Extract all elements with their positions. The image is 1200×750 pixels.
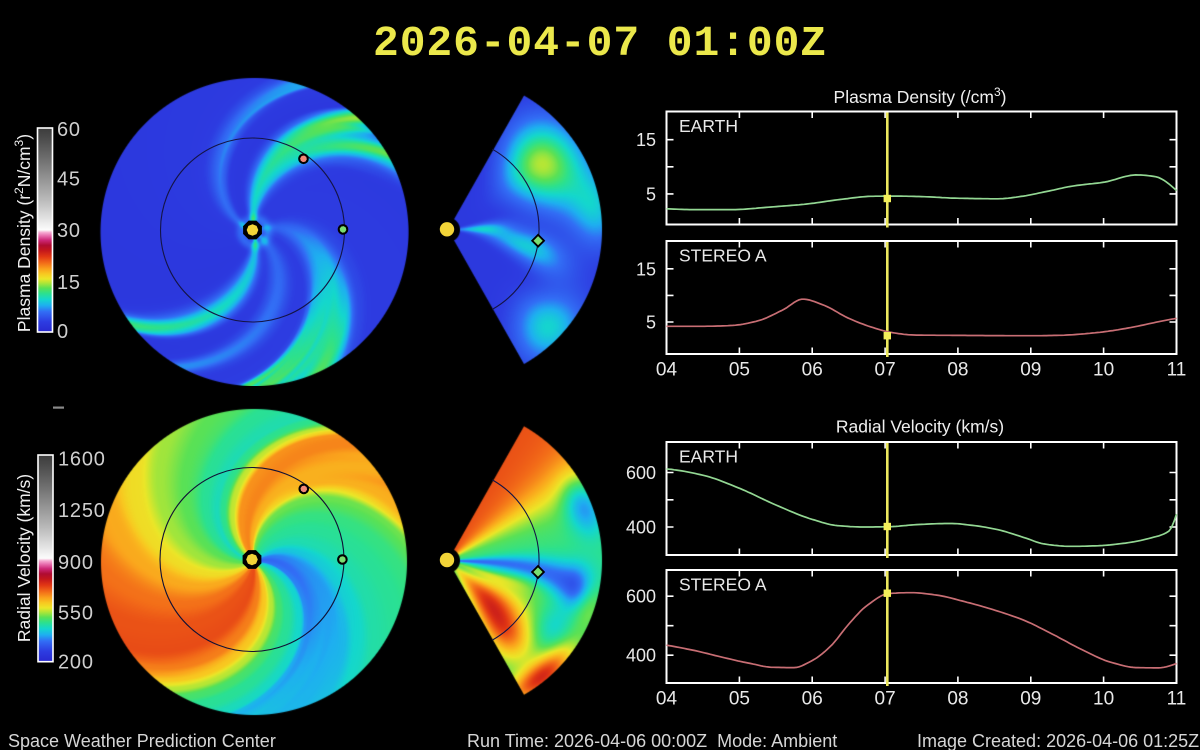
svg-text:Run Time: 2026-04-06 00:00Z M: Run Time: 2026-04-06 00:00Z Mode: Ambien…: [467, 731, 837, 750]
svg-text:10: 10: [1093, 360, 1114, 381]
svg-text:60: 60: [57, 119, 81, 141]
svg-text:0: 0: [57, 321, 69, 343]
svg-text:09: 09: [1020, 689, 1041, 710]
svg-text:EARTH: EARTH: [679, 116, 738, 136]
svg-text:15: 15: [636, 259, 656, 279]
svg-text:30: 30: [57, 220, 81, 242]
svg-text:15: 15: [636, 130, 656, 150]
svg-text:05: 05: [729, 689, 750, 710]
svg-text:Plasma Density (/cm3): Plasma Density (/cm3): [834, 85, 1007, 107]
svg-text:11: 11: [1167, 360, 1187, 381]
svg-text:200: 200: [58, 652, 94, 674]
svg-text:07: 07: [875, 689, 896, 710]
svg-text:Radial Velocity (km/s): Radial Velocity (km/s): [836, 417, 1004, 437]
svg-text:Radial Velocity (km/s): Radial Velocity (km/s): [14, 474, 34, 642]
svg-text:STEREO A: STEREO A: [679, 245, 767, 265]
svg-text:1250: 1250: [58, 500, 106, 522]
svg-text:05: 05: [729, 360, 750, 381]
svg-text:Space Weather Prediction Cente: Space Weather Prediction Center: [8, 731, 276, 750]
svg-text:06: 06: [802, 689, 823, 710]
svg-text:400: 400: [626, 518, 656, 538]
svg-text:5: 5: [646, 313, 656, 333]
svg-text:STEREO A: STEREO A: [679, 574, 767, 594]
svg-text:550: 550: [58, 603, 94, 625]
svg-text:600: 600: [626, 463, 656, 483]
svg-text:08: 08: [947, 360, 968, 381]
svg-text:09: 09: [1020, 360, 1041, 381]
svg-text:600: 600: [626, 587, 656, 607]
svg-text:15: 15: [57, 272, 81, 294]
svg-text:07: 07: [875, 360, 896, 381]
svg-text:Image Created: 2026-04-06 01:2: Image Created: 2026-04-06 01:25Z: [917, 731, 1199, 750]
svg-text:Plasma Density (r2N/cm3): Plasma Density (r2N/cm3): [12, 134, 34, 332]
svg-text:08: 08: [947, 689, 968, 710]
svg-text:1600: 1600: [58, 449, 106, 471]
svg-text:04: 04: [656, 360, 678, 381]
svg-text:EARTH: EARTH: [679, 446, 738, 466]
svg-text:5: 5: [646, 184, 656, 204]
svg-text:06: 06: [802, 360, 823, 381]
svg-text:10: 10: [1093, 689, 1114, 710]
svg-text:45: 45: [57, 169, 81, 191]
svg-text:04: 04: [656, 689, 678, 710]
svg-text:900: 900: [58, 552, 94, 574]
svg-text:11: 11: [1167, 689, 1187, 710]
svg-text:400: 400: [626, 646, 656, 666]
svg-text:2026-04-07 01:00Z: 2026-04-07 01:00Z: [373, 19, 827, 68]
